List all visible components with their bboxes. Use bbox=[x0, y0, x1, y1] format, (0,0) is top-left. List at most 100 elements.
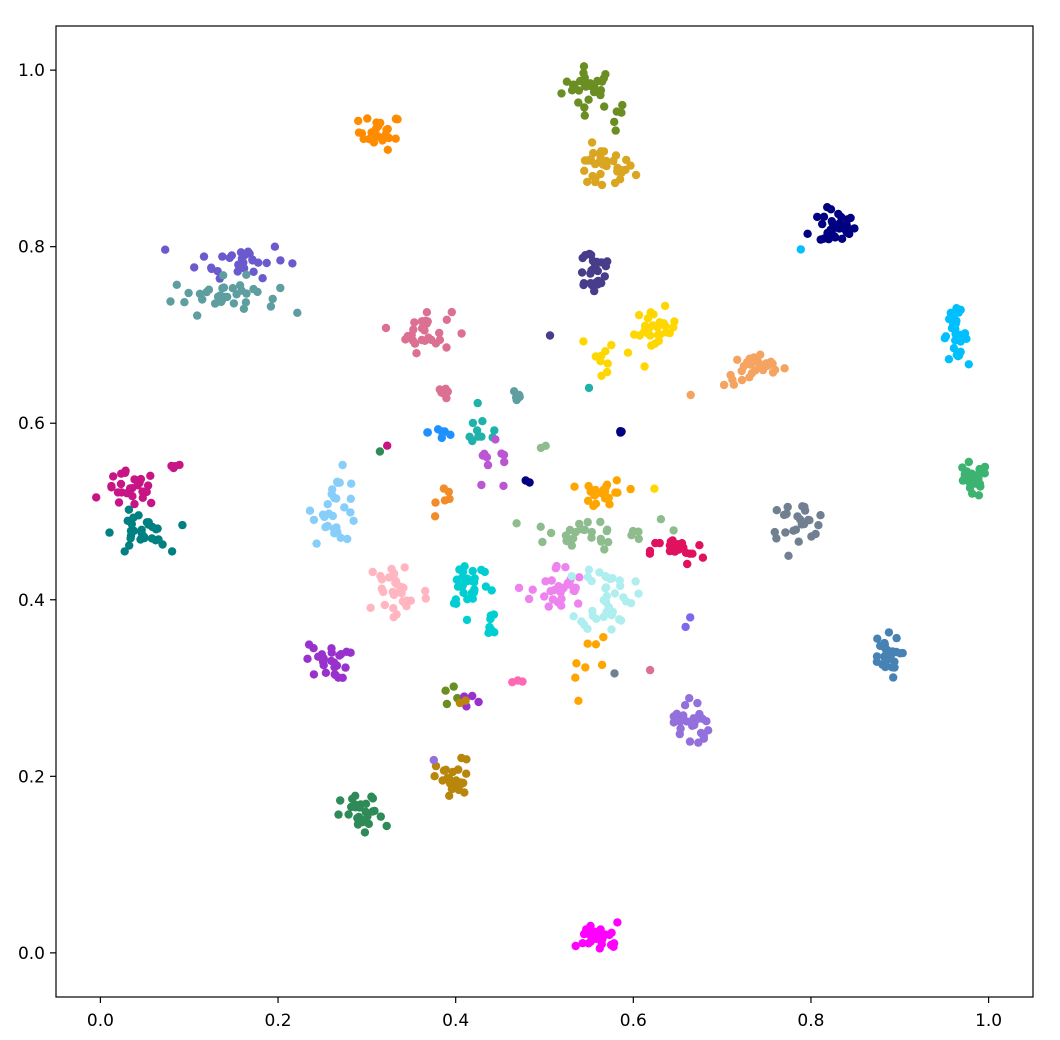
scatter-point bbox=[486, 614, 495, 624]
scatter-point bbox=[462, 769, 471, 778]
scatter-point bbox=[481, 582, 491, 591]
scatter-point bbox=[546, 587, 555, 596]
scatter-point bbox=[623, 348, 633, 357]
scatter-point bbox=[430, 512, 440, 521]
scatter-point bbox=[161, 245, 170, 254]
scatter-point bbox=[146, 471, 155, 480]
scatter-point bbox=[892, 633, 901, 643]
scatter-point bbox=[172, 280, 181, 289]
scatter-point bbox=[770, 527, 779, 537]
scatter-point bbox=[513, 676, 522, 685]
scatter-point bbox=[469, 588, 478, 597]
scatter-point bbox=[401, 335, 410, 344]
scatter-point bbox=[478, 417, 487, 426]
scatter-point bbox=[884, 628, 894, 637]
scatter-point bbox=[447, 307, 456, 317]
scatter-point bbox=[747, 368, 757, 378]
scatter-point bbox=[591, 177, 600, 187]
scatter-point bbox=[480, 567, 489, 577]
scatter-point bbox=[465, 432, 474, 441]
scatter-point bbox=[249, 284, 258, 294]
scatter-point bbox=[383, 124, 392, 134]
scatter-point bbox=[340, 503, 349, 512]
scatter-point bbox=[672, 709, 681, 718]
scatter-point bbox=[438, 429, 447, 438]
scatter-point bbox=[610, 117, 619, 127]
scatter-point bbox=[242, 270, 251, 279]
scatter-point bbox=[329, 524, 339, 534]
scatter-point bbox=[956, 337, 965, 346]
scatter-point bbox=[784, 551, 793, 560]
scatter-point bbox=[441, 384, 450, 393]
scatter-point bbox=[634, 527, 643, 536]
scatter-point bbox=[602, 526, 611, 536]
scatter-point bbox=[309, 515, 319, 525]
scatter-point bbox=[608, 574, 617, 583]
scatter-point bbox=[796, 245, 805, 254]
scatter-point bbox=[627, 531, 636, 540]
scatter-point bbox=[450, 778, 459, 787]
scatter-point bbox=[125, 541, 134, 550]
scatter-point bbox=[184, 288, 193, 298]
scatter-point bbox=[431, 498, 440, 507]
scatter-point bbox=[694, 738, 703, 747]
scatter-point bbox=[583, 624, 592, 633]
scatter-point bbox=[166, 297, 175, 306]
scatter-point bbox=[597, 371, 606, 380]
scatter-point bbox=[574, 696, 583, 705]
scatter-point bbox=[435, 328, 444, 338]
scatter-point bbox=[780, 364, 789, 373]
scatter-point bbox=[262, 258, 271, 268]
plot-frame bbox=[55, 25, 1034, 998]
scatter-point bbox=[361, 799, 371, 808]
scatter-point bbox=[581, 251, 590, 260]
scatter-point bbox=[596, 517, 605, 527]
scatter-point bbox=[368, 794, 378, 803]
scatter-point bbox=[421, 316, 430, 325]
scatter-point bbox=[685, 694, 694, 703]
scatter-point bbox=[347, 479, 356, 488]
scatter-point bbox=[497, 449, 506, 458]
scatter-point bbox=[574, 599, 583, 608]
scatter-point bbox=[360, 828, 370, 837]
scatter-point bbox=[113, 488, 123, 497]
scatter-point bbox=[442, 393, 451, 403]
scatter-point bbox=[455, 698, 465, 708]
scatter-point bbox=[323, 521, 332, 531]
scatter-point bbox=[351, 791, 360, 800]
scatter-point bbox=[429, 755, 438, 765]
scatter-point bbox=[611, 126, 620, 135]
scatter-point bbox=[584, 383, 594, 393]
scatter-point bbox=[330, 670, 339, 679]
scatter-point bbox=[583, 517, 592, 527]
scatter-point bbox=[688, 721, 697, 730]
scatter-point bbox=[557, 601, 566, 610]
scatter-point bbox=[704, 726, 713, 735]
scatter-point bbox=[607, 340, 616, 350]
scatter-point bbox=[223, 292, 232, 302]
scatter-point bbox=[601, 583, 611, 592]
scatter-point bbox=[458, 778, 467, 788]
scatter-point bbox=[193, 311, 202, 320]
scatter-point bbox=[669, 718, 678, 727]
scatter-point bbox=[449, 682, 458, 691]
scatter-point bbox=[613, 163, 622, 172]
scatter-point bbox=[346, 494, 355, 503]
scatter-point bbox=[648, 321, 657, 330]
scatter-point bbox=[343, 534, 352, 544]
scatter-point bbox=[944, 355, 954, 364]
scatter-point bbox=[151, 525, 161, 534]
scatter-point bbox=[640, 362, 649, 371]
x-tick-label: 1.0 bbox=[975, 1011, 1002, 1031]
scatter-point bbox=[872, 652, 882, 661]
scatter-point bbox=[569, 612, 578, 621]
scatter-point bbox=[783, 502, 792, 512]
scatter-point bbox=[656, 515, 666, 524]
scatter-point bbox=[474, 697, 483, 707]
scatter-point bbox=[462, 615, 472, 625]
scatter-point bbox=[116, 479, 126, 489]
scatter-point bbox=[420, 336, 430, 345]
scatter-point bbox=[567, 86, 577, 95]
scatter-point bbox=[829, 223, 838, 232]
scatter-point bbox=[473, 398, 482, 408]
